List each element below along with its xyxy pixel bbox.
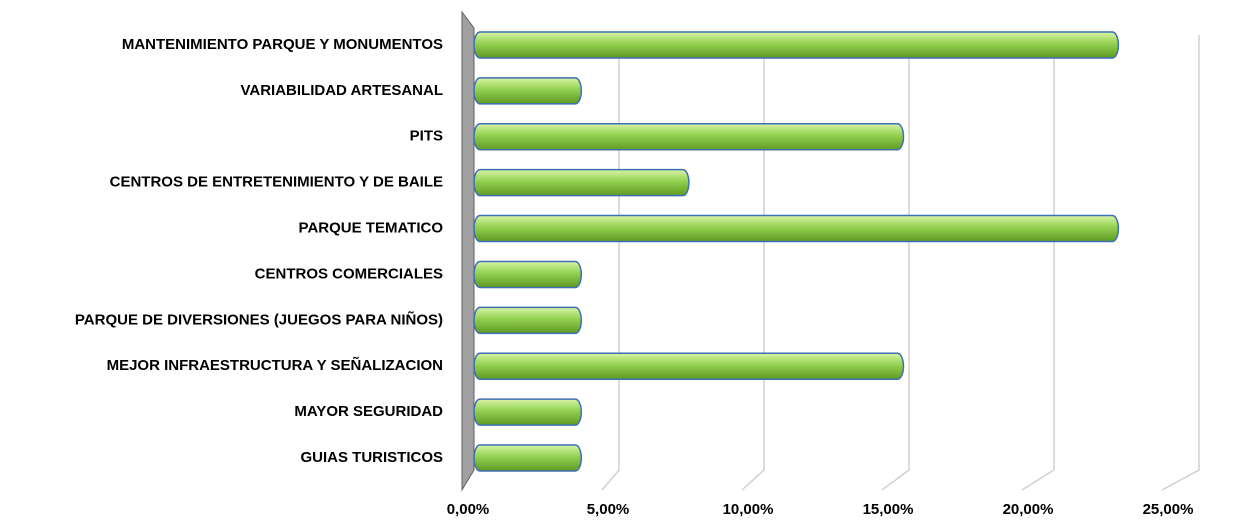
bar [473, 352, 905, 380]
bar [473, 77, 583, 105]
bar [473, 168, 690, 197]
x-tick-label: 0,00% [447, 501, 490, 518]
y-tick-label: CENTROS COMERCIALES [255, 265, 443, 282]
grid-line [601, 35, 620, 491]
grid-line [1021, 35, 1055, 491]
grid-line [1161, 35, 1200, 491]
y-tick-label: PARQUE TEMATICO [299, 220, 444, 237]
grid-line [741, 35, 765, 491]
bar [473, 214, 1120, 243]
bar [473, 444, 583, 472]
bar [473, 306, 583, 335]
y-tick-label: PARQUE DE DIVERSIONES (JUEGOS PARA NIÑOS… [75, 310, 443, 328]
x-tick-label: 20,00% [1003, 501, 1054, 518]
y-tick-label: CENTROS DE ENTRETENIMIENTO Y DE BAILE [110, 174, 443, 191]
bar [473, 123, 905, 151]
x-tick-label: 15,00% [863, 501, 914, 518]
bar [473, 398, 583, 426]
y-tick-label: GUIAS TURISTICOS [300, 449, 443, 466]
y-tick-label: MEJOR INFRAESTRUCTURA Y SEÑALIZACION [107, 356, 443, 374]
y-tick-label: MAYOR SEGURIDAD [294, 403, 443, 420]
back-wall [461, 10, 475, 492]
grid-line [881, 35, 910, 491]
x-tick-label: 25,00% [1143, 501, 1194, 518]
bar [473, 31, 1120, 59]
y-tick-label: PITS [410, 128, 443, 145]
y-tick-label: VARIABILIDAD ARTESANAL [241, 82, 444, 99]
x-tick-label: 10,00% [723, 501, 774, 518]
bar [473, 260, 583, 289]
y-tick-label: MANTENIMIENTO PARQUE Y MONUMENTOS [122, 36, 443, 53]
x-tick-label: 5,00% [587, 501, 630, 518]
